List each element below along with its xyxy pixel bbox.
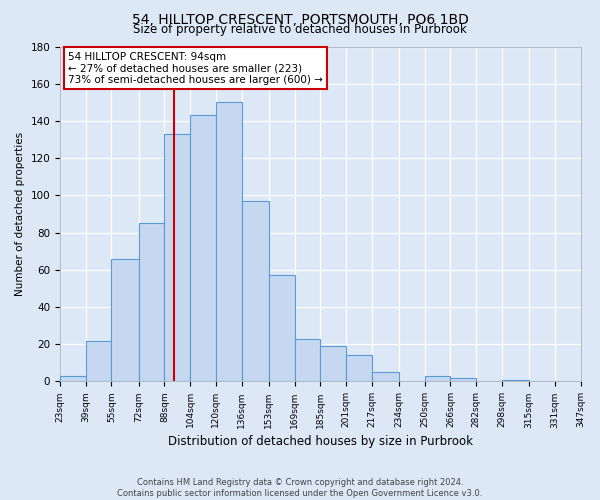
Bar [164, 134, 190, 382]
Bar [295, 338, 320, 382]
Bar [346, 356, 371, 382]
Bar [451, 378, 476, 382]
Bar [139, 224, 164, 382]
Bar [269, 276, 295, 382]
Bar [112, 258, 139, 382]
Bar [216, 102, 242, 382]
Text: 54, HILLTOP CRESCENT, PORTSMOUTH, PO6 1BD: 54, HILLTOP CRESCENT, PORTSMOUTH, PO6 1B… [131, 12, 469, 26]
Bar [502, 380, 529, 382]
Text: Size of property relative to detached houses in Purbrook: Size of property relative to detached ho… [133, 22, 467, 36]
Text: 54 HILLTOP CRESCENT: 94sqm
← 27% of detached houses are smaller (223)
73% of sem: 54 HILLTOP CRESCENT: 94sqm ← 27% of deta… [68, 52, 323, 84]
Bar [60, 376, 86, 382]
Bar [242, 201, 269, 382]
Bar [320, 346, 346, 382]
Bar [425, 376, 451, 382]
Bar [86, 340, 112, 382]
Bar [371, 372, 399, 382]
Text: Contains HM Land Registry data © Crown copyright and database right 2024.
Contai: Contains HM Land Registry data © Crown c… [118, 478, 482, 498]
Y-axis label: Number of detached properties: Number of detached properties [15, 132, 25, 296]
X-axis label: Distribution of detached houses by size in Purbrook: Distribution of detached houses by size … [168, 434, 473, 448]
Bar [190, 116, 216, 382]
